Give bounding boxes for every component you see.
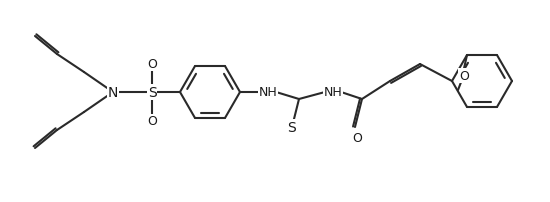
Text: NH: NH <box>323 86 342 99</box>
Text: O: O <box>459 69 469 82</box>
Text: S: S <box>147 86 156 100</box>
Text: O: O <box>147 115 157 128</box>
Text: O: O <box>147 57 157 70</box>
Text: S: S <box>288 120 296 134</box>
Text: N: N <box>108 86 118 100</box>
Text: O: O <box>352 131 362 144</box>
Text: NH: NH <box>258 86 277 99</box>
